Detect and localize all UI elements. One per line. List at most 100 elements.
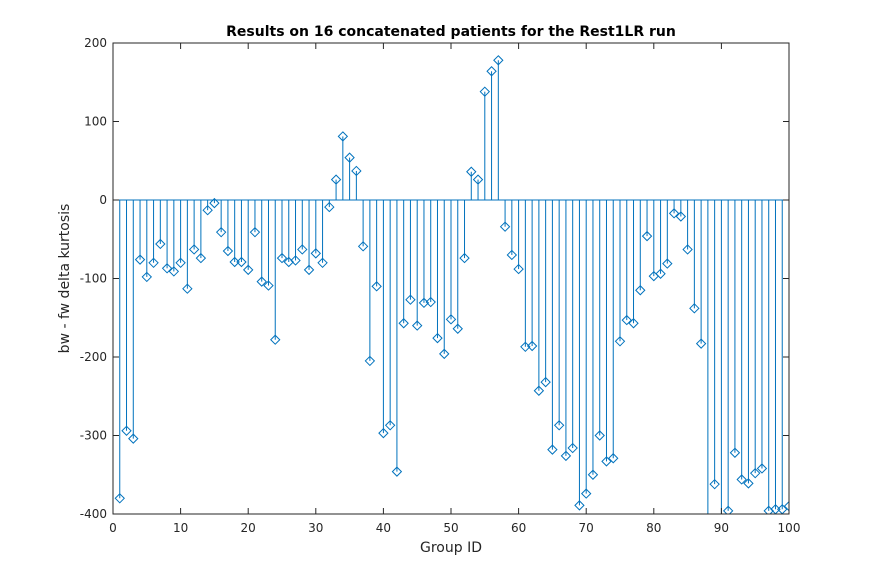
stem-marker (749, 467, 761, 479)
stem-marker (722, 505, 734, 514)
x-tick-label: 20 (241, 521, 256, 535)
stem-marker (222, 245, 234, 257)
stem-marker (337, 131, 349, 142)
stem-marker (743, 478, 754, 489)
stem-marker (351, 165, 362, 177)
stem-marker (533, 385, 545, 396)
stem-marker (486, 66, 497, 77)
stem-marker (459, 252, 470, 264)
stem-marker (161, 263, 173, 274)
stem-marker (425, 296, 436, 308)
stem-marker (148, 257, 159, 269)
stem-marker (270, 334, 281, 345)
stem-marker (344, 152, 355, 163)
stem-marker (472, 174, 484, 185)
stem-marker (263, 280, 274, 291)
stem-marker (439, 348, 450, 360)
x-tick-label: 90 (714, 521, 729, 535)
stem-marker (384, 420, 396, 431)
stem-marker (540, 376, 551, 388)
stem-marker (574, 500, 585, 511)
stem-marker (580, 488, 592, 499)
stem-marker (479, 86, 491, 97)
stem-marker (682, 244, 693, 255)
stem-marker (215, 226, 227, 238)
stem-marker (121, 425, 132, 436)
stem-marker (114, 493, 125, 504)
stem-marker (242, 264, 254, 276)
stem-marker (371, 281, 382, 292)
stem-marker (493, 55, 504, 66)
stem-marker (736, 474, 747, 485)
stem-marker (432, 332, 443, 344)
stem-marker (398, 318, 409, 329)
stem-marker (587, 469, 599, 480)
y-tick-label: -300 (80, 429, 107, 443)
stem-marker (155, 238, 166, 250)
stem-marker (229, 256, 240, 268)
stem-marker (168, 266, 180, 277)
stem-marker (567, 442, 578, 454)
stem-marker (729, 447, 741, 458)
stem-marker (134, 254, 146, 265)
x-tick-label: 0 (109, 521, 117, 535)
stem-marker (330, 174, 342, 185)
stem-marker (249, 226, 261, 238)
y-tick-label: -400 (80, 507, 107, 521)
stem-marker (635, 285, 646, 296)
stem-marker (628, 318, 639, 329)
stem-marker (594, 430, 605, 441)
stem-marker (756, 463, 768, 474)
stem-marker (783, 500, 789, 512)
stem-marker (526, 340, 538, 352)
stem-marker (317, 257, 328, 269)
stem-marker (675, 211, 687, 222)
x-tick-label: 10 (173, 521, 188, 535)
stem-marker (553, 420, 565, 431)
stem-marker (668, 208, 680, 219)
stem-marker (276, 252, 288, 264)
stem-marker (452, 323, 463, 334)
x-tick-label: 60 (511, 521, 526, 535)
stem-marker (560, 450, 572, 462)
stem-marker (614, 336, 626, 347)
stem-marker (195, 252, 207, 264)
x-axis-label: Group ID (420, 540, 482, 556)
x-tick-label: 40 (376, 521, 391, 535)
stem-marker (290, 255, 301, 266)
stem-marker (128, 433, 139, 444)
stem-marker (689, 303, 700, 314)
stem-marker (703, 525, 712, 534)
stem-marker (655, 268, 666, 279)
stem-marker (506, 249, 518, 261)
stem-marker (364, 355, 376, 367)
stem-marker (662, 258, 673, 269)
stem-marker (297, 244, 308, 255)
stem-marker (391, 466, 403, 477)
stem-marker (256, 276, 267, 287)
stem-marker (324, 201, 335, 213)
stem-marker (209, 197, 220, 209)
stem-marker (513, 263, 524, 275)
stem-marker (405, 294, 416, 305)
y-tick-label: 0 (99, 193, 107, 207)
stem-marker (499, 221, 511, 232)
x-tick-label: 50 (443, 521, 458, 535)
stem-marker (411, 320, 423, 331)
stem-marker (445, 314, 457, 325)
x-tick-label: 100 (778, 521, 801, 535)
stem-marker (236, 256, 247, 268)
stem-marker (175, 257, 186, 269)
stem-marker (709, 478, 720, 490)
stem-marker (601, 456, 612, 467)
stem-marker (608, 453, 619, 464)
stem-marker (310, 248, 322, 259)
y-axis-label: bw - fw delta kurtosis (57, 204, 73, 354)
stem-marker (182, 283, 193, 294)
stem-marker (547, 444, 558, 455)
y-tick-label: 200 (84, 36, 107, 50)
x-tick-label: 70 (579, 521, 594, 535)
stem-marker (303, 264, 315, 276)
stem-marker (641, 230, 653, 242)
